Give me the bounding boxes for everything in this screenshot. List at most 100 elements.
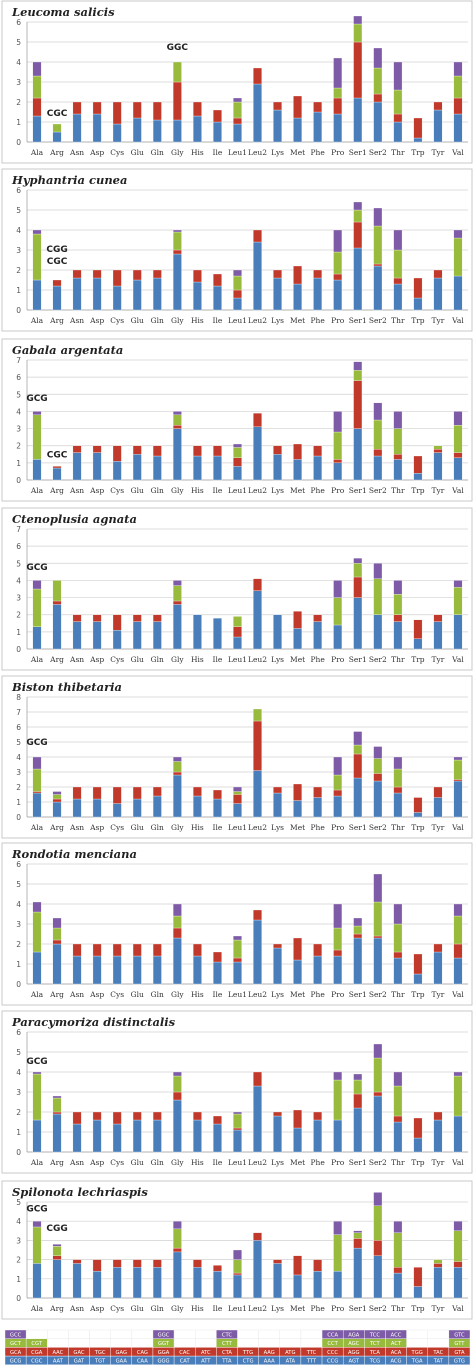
y-tick-label: 7 xyxy=(16,356,21,365)
bar-segment-blue xyxy=(433,1267,443,1299)
bar-segment-green xyxy=(353,1232,363,1239)
bar-segment-blue xyxy=(152,795,162,818)
bar-segment-red xyxy=(213,789,222,800)
bar-segment-blue xyxy=(433,797,443,818)
codon-label: TAT xyxy=(433,1359,444,1365)
bar-segment-blue xyxy=(453,457,463,481)
x-tick-label: Ile xyxy=(213,486,223,495)
bar-segment-green xyxy=(233,101,242,119)
bar-segment-blue xyxy=(413,297,423,311)
bar-segment-red xyxy=(52,939,62,945)
bar-segment-blue xyxy=(92,955,102,985)
bar-segment-blue xyxy=(172,1099,182,1153)
bar-segment-blue xyxy=(253,1085,262,1153)
codon-label: AGT xyxy=(349,1359,360,1365)
bar-segment-red xyxy=(92,445,102,453)
x-tick-label: Ala xyxy=(30,148,44,157)
bar-segment-blue xyxy=(373,1255,383,1299)
x-tick-label: Tyr xyxy=(432,148,445,157)
y-tick-label: 3 xyxy=(16,1236,21,1245)
codon-label: ATA xyxy=(286,1359,296,1365)
bar-segment-blue xyxy=(132,955,142,985)
y-tick-label: 0 xyxy=(16,138,21,147)
bar-segment-green xyxy=(353,23,363,43)
bar-segment-blue xyxy=(32,626,42,650)
x-tick-label: His xyxy=(191,316,204,325)
bar-segment-red xyxy=(193,943,202,957)
bar-segment-red xyxy=(193,445,202,457)
x-tick-label: Asn xyxy=(69,316,84,325)
x-tick-label: Tyr xyxy=(432,990,445,999)
bar-segment-green xyxy=(172,61,182,83)
codon-label: GCC xyxy=(10,1333,22,1339)
codon-label: GGA xyxy=(158,1350,170,1356)
bar-segment-red xyxy=(413,797,423,813)
bar-segment-red xyxy=(172,249,182,255)
bar-segment-red xyxy=(413,1117,423,1139)
bar-segment-red xyxy=(213,1265,222,1272)
y-tick-label: 0 xyxy=(16,476,21,485)
bar-segment-green xyxy=(433,445,443,450)
x-tick-label: Met xyxy=(290,1158,305,1167)
bar-segment-blue xyxy=(152,277,162,311)
bar-segment-blue xyxy=(353,597,363,650)
bar-segment-blue xyxy=(413,973,423,985)
bar-segment-red xyxy=(193,269,202,283)
bar-segment-blue xyxy=(273,1115,282,1153)
bar-segment-blue xyxy=(393,957,403,985)
x-tick-label: Met xyxy=(290,148,305,157)
codon-label: CTT xyxy=(222,1341,233,1347)
bar-segment-blue xyxy=(353,1247,363,1299)
x-tick-label: His xyxy=(191,1158,204,1167)
bar-segment-red xyxy=(172,1091,182,1101)
bar-segment-red xyxy=(313,445,323,457)
chart-panel: Ctenoplusia agnata 0 1 2 3 4 5 6 7 Ala Arg Asn Asp Cy… xyxy=(1,507,473,671)
bar-segment-purple xyxy=(393,903,403,925)
bar-segment-blue xyxy=(273,614,282,650)
bar-segment-red xyxy=(112,269,122,287)
bar-segment-red xyxy=(373,935,383,939)
bar-segment-blue xyxy=(72,1263,82,1299)
x-tick-label: Thr xyxy=(391,148,405,157)
bar-segment-blue xyxy=(32,115,42,143)
x-tick-label: Leu1 xyxy=(228,316,247,325)
x-tick-label: Thr xyxy=(391,1304,405,1313)
bar-segment-green xyxy=(32,75,42,99)
bar-segment-red xyxy=(72,1111,82,1125)
bar-segment-blue xyxy=(453,957,463,985)
x-tick-label: Ser2 xyxy=(369,823,387,832)
bar-segment-purple xyxy=(333,1221,343,1235)
codon-cell-empty xyxy=(195,1338,217,1348)
bar-segment-green xyxy=(333,251,343,275)
codon-label: TGT xyxy=(94,1359,106,1365)
y-tick-label: 3 xyxy=(16,1088,21,1097)
bar-segment-red xyxy=(52,1111,62,1115)
bar-segment-blue xyxy=(213,798,222,818)
bar-segment-blue xyxy=(52,1113,62,1153)
y-tick-label: 1 xyxy=(16,118,21,127)
bar-segment-blue xyxy=(273,792,282,818)
y-tick-label: 2 xyxy=(16,98,21,107)
x-tick-label: Leu2 xyxy=(248,316,267,325)
bar-segment-blue xyxy=(313,797,323,818)
bar-segment-purple xyxy=(393,1221,403,1233)
x-tick-label: Ala xyxy=(30,486,44,495)
bar-segment-red xyxy=(72,786,82,800)
codon-cell-empty xyxy=(110,1329,133,1339)
codon-label: GAC xyxy=(73,1350,84,1356)
chart-panel: Paracymoriza distinctalis 0 1 2 3 4 5 6 Ala Arg As… xyxy=(1,1010,473,1174)
y-tick-label: 3 xyxy=(16,78,21,87)
bar-segment-red xyxy=(112,445,122,462)
bar-segment-purple xyxy=(333,1071,343,1081)
y-tick-label: 2 xyxy=(16,940,21,949)
codon-label: TTA xyxy=(221,1359,232,1365)
x-tick-label: Met xyxy=(290,486,305,495)
bar-segment-green xyxy=(233,939,242,959)
x-tick-label: Thr xyxy=(391,990,405,999)
bar-segment-green xyxy=(333,87,343,99)
bar-segment-blue xyxy=(32,951,42,985)
codon-cell-empty xyxy=(279,1329,302,1339)
x-tick-label: His xyxy=(191,148,204,157)
bar-segment-red xyxy=(253,67,262,85)
bar-segment-purple xyxy=(333,411,343,433)
